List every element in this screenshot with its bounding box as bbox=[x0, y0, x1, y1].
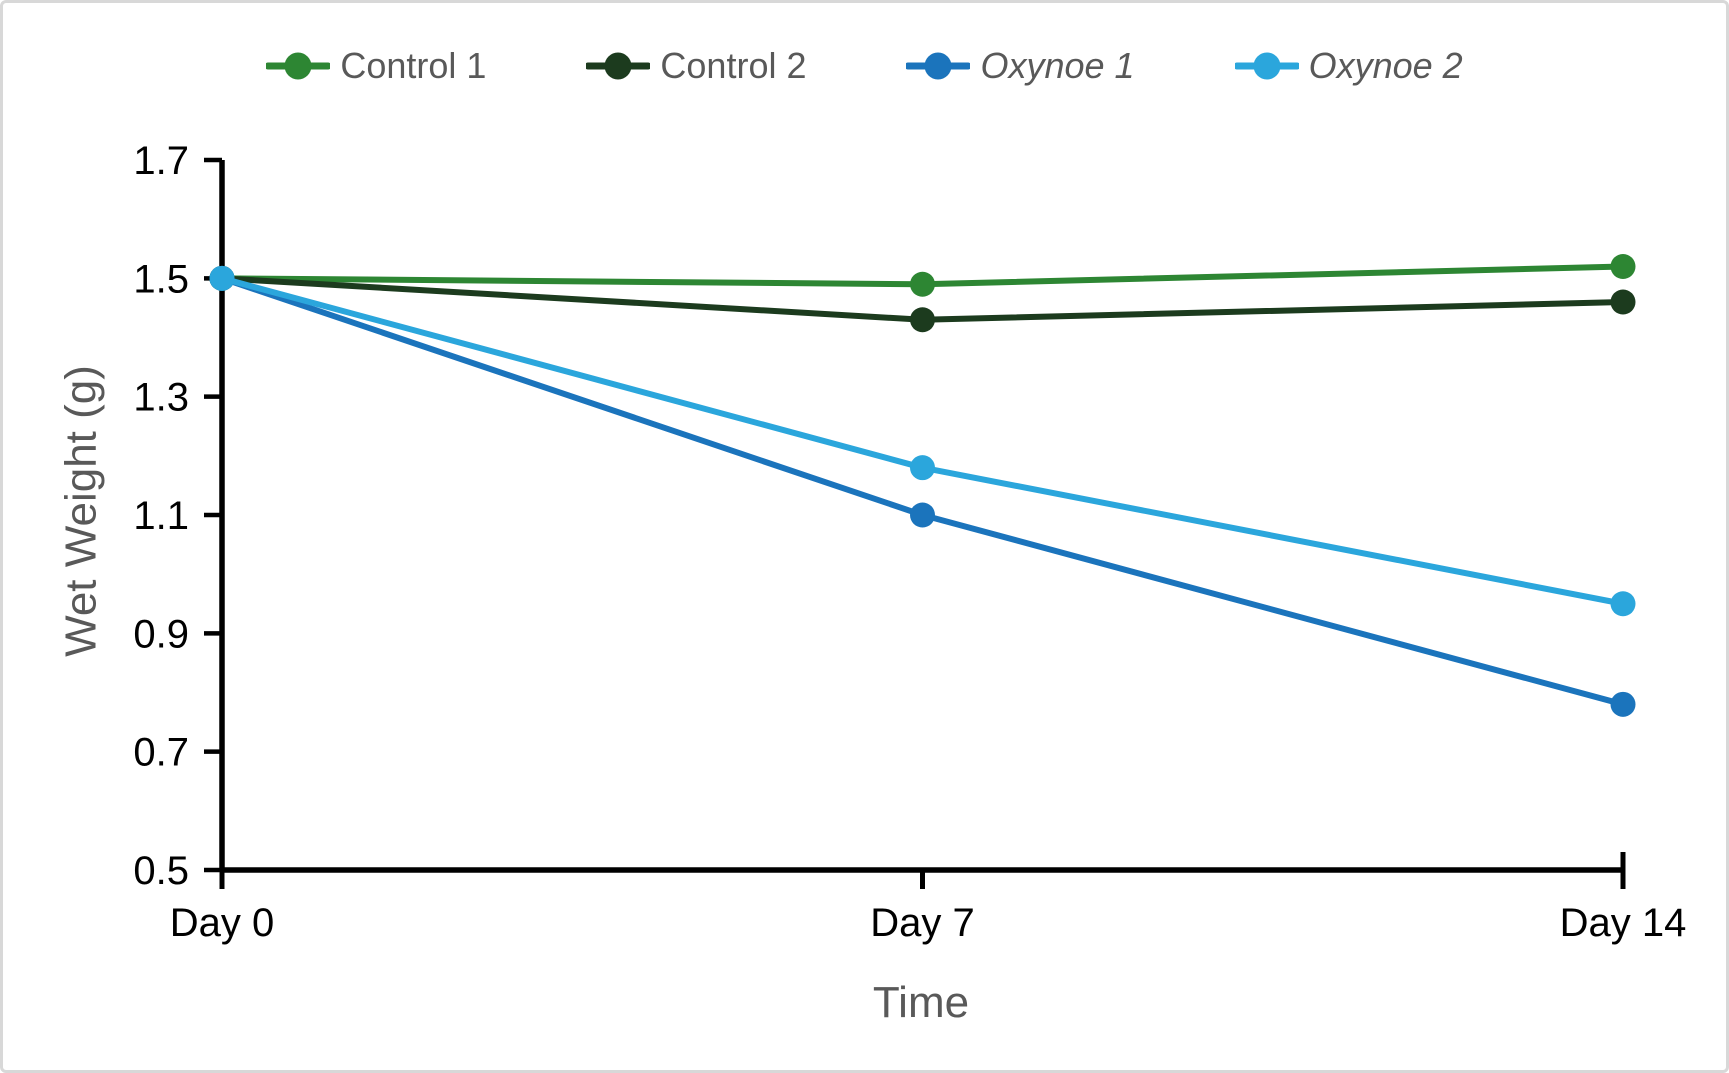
legend-label: Oxynoe 2 bbox=[1308, 45, 1463, 86]
data-point-control-2-day-14 bbox=[1610, 289, 1636, 315]
y-tick-label: 0.9 bbox=[133, 612, 189, 656]
x-tick-label: Day 7 bbox=[870, 901, 975, 945]
series-control-2 bbox=[209, 265, 1636, 333]
data-point-control-1-day-14 bbox=[1610, 254, 1636, 279]
data-point-oxynoe-2-day-14 bbox=[1610, 591, 1636, 617]
legend-label: Control 2 bbox=[660, 45, 807, 86]
legend-item-control-1: Control 1 bbox=[266, 45, 486, 87]
series-oxynoe-2 bbox=[209, 265, 1636, 617]
x-tick-label: Day 0 bbox=[170, 901, 275, 945]
y-tick-label: 1.5 bbox=[133, 257, 189, 301]
data-point-control-2-day-7 bbox=[910, 307, 935, 333]
x-axis-title: Time bbox=[873, 978, 969, 1027]
data-point-oxynoe-1-day-7 bbox=[910, 502, 935, 528]
legend-marker-icon bbox=[906, 52, 971, 80]
y-tick-label: 1.7 bbox=[133, 139, 189, 183]
legend-marker-icon bbox=[266, 52, 331, 80]
chart-legend: Control 1 Control 2 Oxynoe 1 Oxynoe 2 bbox=[3, 33, 1726, 99]
data-point-oxynoe-2-day-7 bbox=[910, 455, 935, 481]
data-point-oxynoe-2-day-0 bbox=[209, 265, 235, 291]
y-tick-label: 0.7 bbox=[133, 731, 189, 775]
chart-canvas: 0.5 0.7 0.9 1.1 1.3 1.5 1.7 Day 0 Day 7 Day 14 Ti… bbox=[56, 139, 1686, 1027]
legend-marker-dot bbox=[924, 52, 952, 80]
legend-item-oxynoe-1: Oxynoe 1 bbox=[906, 45, 1135, 87]
legend-label: Control 1 bbox=[340, 45, 487, 86]
chart-series bbox=[209, 254, 1636, 717]
legend-label: Oxynoe 1 bbox=[980, 45, 1135, 86]
data-point-control-1-day-7 bbox=[910, 271, 935, 297]
chart-tick-labels: 0.5 0.7 0.9 1.1 1.3 1.5 1.7 Day 0 Day 7 Day 14 bbox=[133, 139, 1686, 945]
legend-marker-dot bbox=[1253, 52, 1281, 80]
y-axis-title: Wet Weight (g) bbox=[56, 365, 105, 657]
y-tick-label: 1.1 bbox=[133, 494, 189, 538]
legend-marker-icon bbox=[586, 52, 651, 80]
chart-line-oxynoe-1 bbox=[219, 275, 1626, 708]
legend-item-control-2: Control 2 bbox=[586, 45, 806, 87]
legend-marker-icon bbox=[1234, 52, 1299, 80]
legend-marker-dot bbox=[284, 52, 312, 80]
y-tick-label: 0.5 bbox=[133, 849, 189, 893]
y-tick-label: 1.3 bbox=[133, 376, 189, 420]
legend-marker-dot bbox=[604, 52, 632, 80]
x-tick-label: Day 14 bbox=[1560, 901, 1687, 945]
data-point-oxynoe-1-day-14 bbox=[1610, 691, 1636, 717]
legend-item-oxynoe-2: Oxynoe 2 bbox=[1234, 45, 1463, 87]
